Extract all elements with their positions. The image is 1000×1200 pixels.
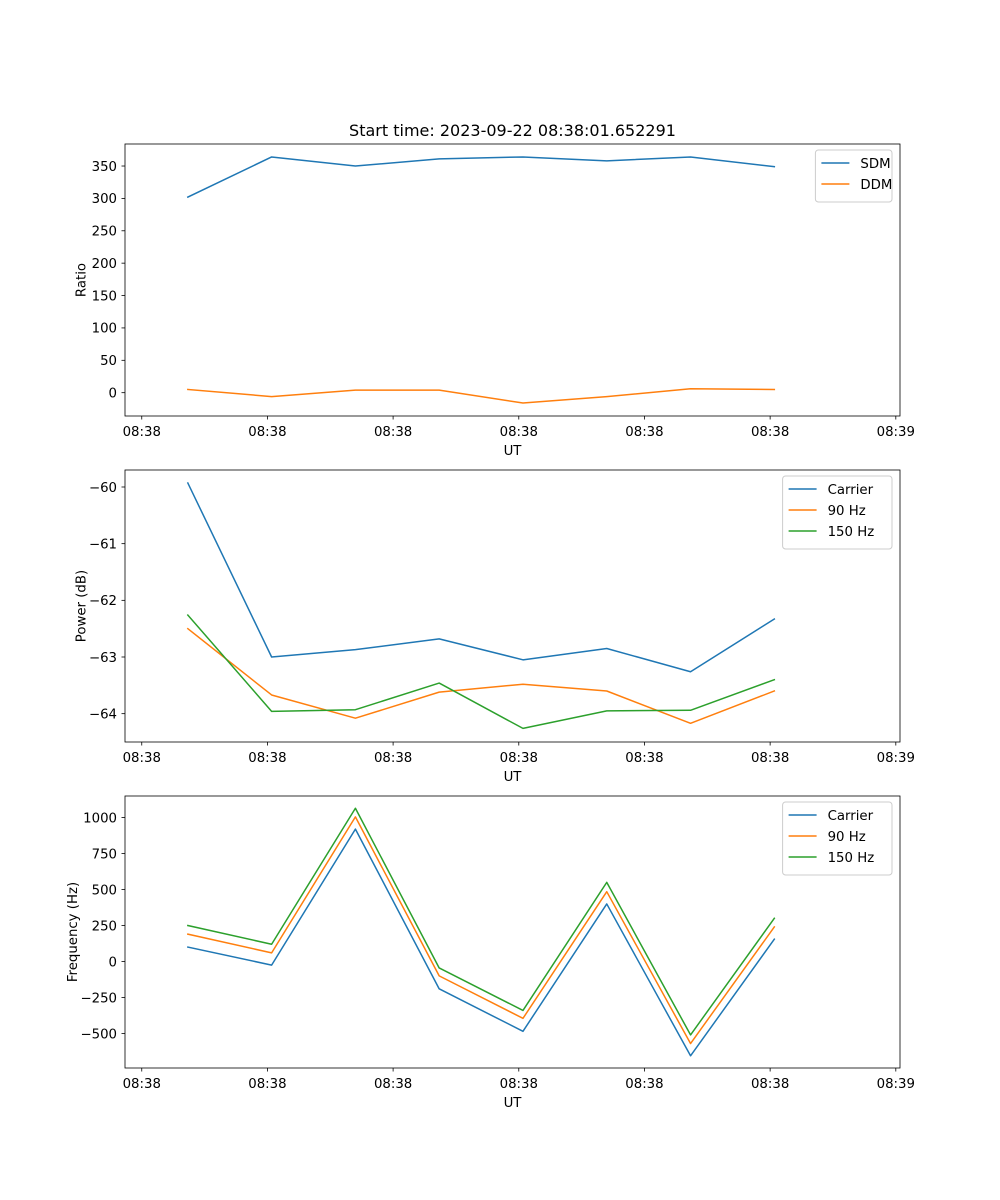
axes-frame-2 [124,469,901,743]
legend-2: Carrier 90 Hz 150 Hz [782,475,893,550]
y-tick-label: 0 [109,386,117,401]
x-tick-label: 08:39 [877,751,915,766]
series-line-2-1 [186,482,776,673]
y-tick-label: −62 [89,594,117,609]
x-tick-label: 08:38 [374,425,412,440]
legend-label: 150 Hz [828,525,875,540]
x-tick-label: 08:38 [751,751,789,766]
y-tick-label: 350 [92,160,117,175]
legend-label: DDM [860,178,892,193]
x-tick-label: 08:38 [500,1077,538,1092]
legend-3: Carrier 90 Hz 150 Hz [782,801,893,876]
series-line-1-1 [186,156,776,199]
figure-title: Start time: 2023-09-22 08:38:01.652291 [349,121,676,140]
x-tick-label: 08:39 [877,1077,915,1092]
legend-label: SDM [860,157,890,172]
x-tick-label: 08:38 [625,1077,663,1092]
legend-label: 150 Hz [828,851,875,866]
x-tick-label: 08:38 [500,425,538,440]
legend-label: 90 Hz [828,830,866,845]
x-tick-label: 08:38 [751,425,789,440]
legend-label: Carrier [828,483,874,498]
x-tick-label: 08:38 [751,1077,789,1092]
x-tick-label: 08:38 [248,425,286,440]
legend-1: SDM DDM [814,149,893,203]
axes-frame-1 [124,143,901,417]
chart-panel-1: 08:38 08:38 08:38 08:38 08:38 08:38 08:39 0 50 10… [75,143,915,459]
y-tick-label: 250 [92,225,117,240]
x-tick-label: 08:38 [123,425,161,440]
y-tick-label: 1000 [83,811,117,826]
y-tick-label: 750 [92,847,117,862]
y-tick-label: 300 [92,192,117,207]
x-axis-label: UT [504,1096,523,1111]
y-tick-label: 100 [92,322,117,337]
y-axis-label: Frequency (Hz) [66,882,81,982]
y-tick-label: 0 [109,955,117,970]
x-tick-label: 08:38 [500,751,538,766]
x-tick-label: 08:38 [123,1077,161,1092]
x-tick-label: 08:38 [374,1077,412,1092]
chart-panel-2: 08:38 08:38 08:38 08:38 08:38 08:38 08:39 −64 −6… [75,469,915,785]
x-tick-label: 08:38 [123,751,161,766]
series-line-2-2 [186,627,776,725]
y-axis-label: Power (dB) [75,570,90,642]
series-line-1-2 [187,388,776,404]
y-tick-label: −61 [89,537,117,552]
axes-frame-3 [124,795,901,1069]
legend-label: Carrier [828,809,874,824]
y-tick-label: −60 [89,481,117,496]
y-tick-label: 500 [92,883,117,898]
y-tick-label: −63 [89,651,117,666]
y-axis-label: Ratio [75,263,90,297]
chart-panel-3: 08:38 08:38 08:38 08:38 08:38 08:38 08:39 −500 −… [66,795,915,1111]
y-tick-label: −64 [89,707,117,722]
series-line-3-3 [186,807,776,1036]
x-tick-label: 08:39 [877,425,915,440]
x-axis-label: UT [504,770,523,785]
x-tick-label: 08:38 [625,751,663,766]
y-tick-label: 50 [100,354,117,369]
y-tick-label: −500 [80,1027,117,1042]
x-axis-label: UT [504,444,523,459]
series-line-3-1 [186,828,776,1057]
x-tick-label: 08:38 [374,751,412,766]
y-tick-label: 150 [92,289,117,304]
x-tick-label: 08:38 [248,751,286,766]
y-tick-label: −250 [80,991,117,1006]
legend-label: 90 Hz [828,504,866,519]
y-tick-label: 200 [92,257,117,272]
series-line-3-2 [186,816,776,1045]
y-tick-label: 250 [92,919,117,934]
series-line-2-3 [186,614,776,730]
x-tick-label: 08:38 [248,1077,286,1092]
x-tick-label: 08:38 [625,425,663,440]
